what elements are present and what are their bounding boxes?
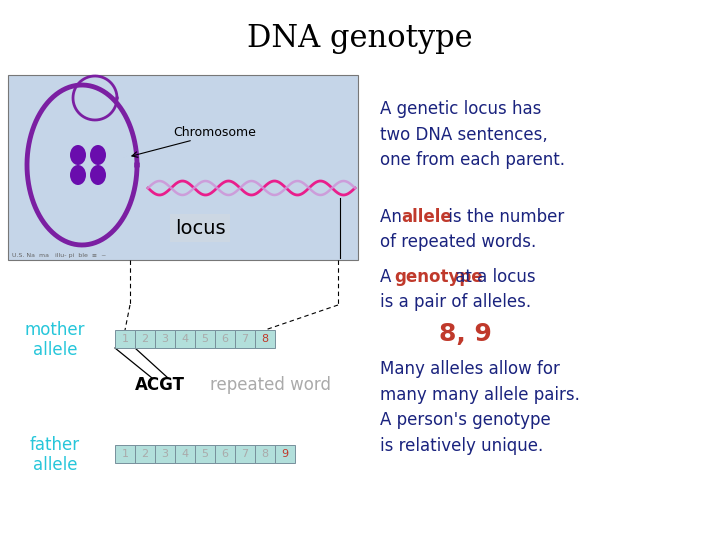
FancyBboxPatch shape — [195, 445, 215, 463]
FancyBboxPatch shape — [135, 330, 155, 348]
Text: at a locus: at a locus — [450, 268, 536, 286]
FancyBboxPatch shape — [215, 445, 235, 463]
Text: Many alleles allow for
many many allele pairs.
A person's genotype
is relatively: Many alleles allow for many many allele … — [380, 360, 580, 455]
Text: 4: 4 — [181, 449, 189, 459]
Text: 2: 2 — [141, 334, 148, 344]
Text: An: An — [380, 208, 407, 226]
FancyBboxPatch shape — [235, 330, 255, 348]
Text: 3: 3 — [161, 334, 168, 344]
FancyBboxPatch shape — [175, 445, 195, 463]
Text: mother
allele: mother allele — [24, 321, 85, 360]
Ellipse shape — [70, 165, 86, 185]
Text: 2: 2 — [141, 449, 148, 459]
Text: 7: 7 — [241, 334, 248, 344]
FancyBboxPatch shape — [115, 445, 135, 463]
Text: 3: 3 — [161, 449, 168, 459]
Text: genotype: genotype — [394, 268, 482, 286]
Text: 1: 1 — [122, 334, 128, 344]
Text: 6: 6 — [222, 334, 228, 344]
FancyBboxPatch shape — [215, 330, 235, 348]
Text: 4: 4 — [181, 334, 189, 344]
Text: is the number: is the number — [443, 208, 564, 226]
Text: U.S. Na  ma   illu- pi  ble  ≡  ~: U.S. Na ma illu- pi ble ≡ ~ — [12, 253, 107, 258]
Ellipse shape — [83, 161, 93, 169]
Text: A genetic locus has
two DNA sentences,
one from each parent.: A genetic locus has two DNA sentences, o… — [380, 100, 565, 170]
Text: 9: 9 — [282, 449, 289, 459]
FancyBboxPatch shape — [275, 445, 295, 463]
Ellipse shape — [90, 145, 106, 165]
Text: father
allele: father allele — [30, 436, 80, 475]
Text: repeated word: repeated word — [210, 376, 331, 394]
Text: 5: 5 — [202, 449, 209, 459]
Text: 8: 8 — [261, 449, 269, 459]
Ellipse shape — [70, 145, 86, 165]
FancyBboxPatch shape — [8, 75, 358, 260]
FancyBboxPatch shape — [155, 330, 175, 348]
FancyBboxPatch shape — [255, 330, 275, 348]
Text: 1: 1 — [122, 449, 128, 459]
FancyBboxPatch shape — [195, 330, 215, 348]
Text: 6: 6 — [222, 449, 228, 459]
Text: 8: 8 — [261, 334, 269, 344]
FancyBboxPatch shape — [175, 330, 195, 348]
Text: DNA genotype: DNA genotype — [247, 23, 473, 53]
Text: 8, 9: 8, 9 — [438, 322, 492, 346]
Text: 7: 7 — [241, 449, 248, 459]
Text: of repeated words.: of repeated words. — [380, 233, 536, 251]
FancyBboxPatch shape — [255, 445, 275, 463]
FancyBboxPatch shape — [235, 445, 255, 463]
FancyBboxPatch shape — [115, 330, 135, 348]
FancyBboxPatch shape — [155, 445, 175, 463]
Text: is a pair of alleles.: is a pair of alleles. — [380, 293, 531, 311]
Text: locus: locus — [175, 219, 225, 238]
Text: Chromosome: Chromosome — [174, 126, 256, 139]
Text: allele: allele — [401, 208, 451, 226]
Text: A: A — [380, 268, 397, 286]
Text: 5: 5 — [202, 334, 209, 344]
Text: ACGT: ACGT — [135, 376, 185, 394]
FancyBboxPatch shape — [135, 445, 155, 463]
Ellipse shape — [90, 165, 106, 185]
